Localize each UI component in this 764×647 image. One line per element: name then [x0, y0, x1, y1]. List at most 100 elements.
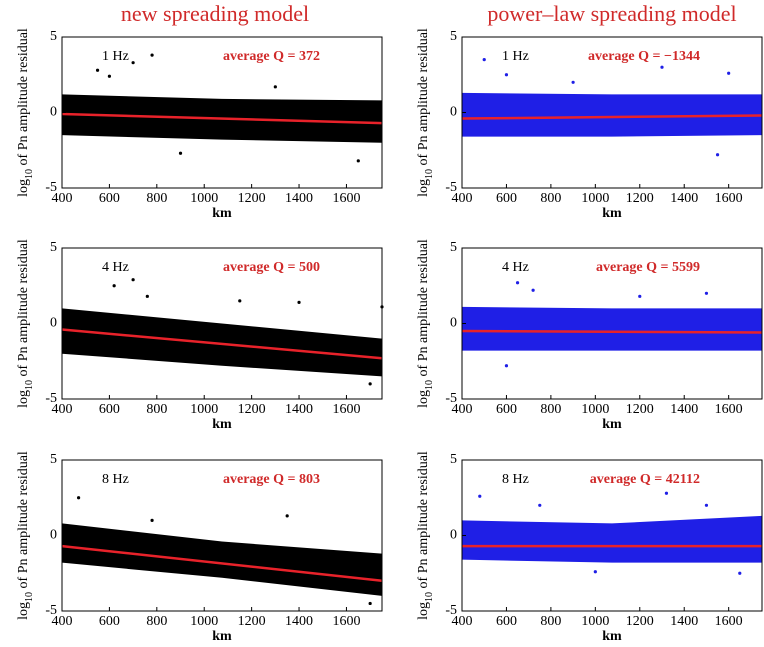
x-tick-label: 800: [540, 191, 561, 206]
y-tick-label: 5: [50, 29, 57, 44]
x-tick-label: 1000: [581, 402, 609, 417]
point: [368, 601, 372, 606]
y-tick-label: -5: [45, 180, 57, 195]
y-label-rest: of Pn amplitude residual: [16, 239, 31, 380]
x-tick-label: 600: [496, 402, 517, 417]
y-axis-label: log10 of Pn amplitude residual: [416, 239, 435, 408]
y-axis-label: log10 of Pn amplitude residual: [416, 28, 435, 197]
y-label-sub: 10: [424, 169, 435, 179]
point: [131, 278, 135, 282]
x-tick-label: 800: [146, 402, 167, 417]
x-tick-label: 400: [52, 402, 73, 417]
point-cloud: [462, 515, 762, 563]
point: [738, 571, 742, 575]
y-tick-label: 0: [50, 528, 57, 543]
y-tick-label: 5: [50, 452, 57, 467]
point-cloud: [62, 523, 382, 596]
y-label-base: log: [16, 602, 31, 620]
point: [273, 85, 277, 89]
point-cloud: [62, 308, 382, 377]
x-tick-label: 1600: [332, 614, 360, 629]
fit-line: [61, 328, 383, 360]
x-tick-label: 600: [496, 614, 517, 629]
x-tick-label: 400: [452, 191, 473, 206]
x-axis-label: km: [602, 417, 622, 432]
x-tick-label: 1000: [190, 614, 218, 629]
point: [504, 364, 509, 368]
x-tick-label: 1200: [626, 614, 654, 629]
y-tick-label: 5: [50, 240, 57, 255]
frequency-label: 8 Hz: [502, 472, 529, 487]
point: [571, 80, 575, 84]
x-tick-label: 1600: [332, 402, 360, 417]
point: [638, 294, 642, 298]
point: [297, 300, 301, 304]
y-label-sub: 10: [24, 592, 35, 602]
annotation: average Q = 5599: [596, 260, 700, 275]
fit-line: [461, 329, 763, 334]
fit-line: [461, 114, 763, 120]
y-tick-label: 0: [450, 528, 457, 543]
x-tick-label: 800: [146, 614, 167, 629]
y-label-base: log: [416, 602, 431, 620]
point: [285, 514, 289, 518]
point: [482, 58, 486, 62]
point: [664, 491, 669, 495]
x-tick-label: 400: [452, 402, 473, 417]
x-tick-label: 1400: [670, 614, 698, 629]
point: [660, 65, 664, 69]
point: [238, 299, 242, 303]
x-tick-label: 600: [99, 402, 120, 417]
x-tick-label: 400: [52, 614, 73, 629]
point: [76, 496, 81, 500]
point: [150, 53, 154, 57]
y-label-rest: of Pn amplitude residual: [16, 28, 31, 169]
x-tick-label: 1200: [626, 402, 654, 417]
point: [531, 288, 535, 292]
annotation: average Q = −1344: [588, 49, 700, 64]
point: [95, 68, 100, 72]
x-tick-label: 1600: [715, 402, 743, 417]
panel: 400 600 800 1000 1200 1400 1600 -5 0 5 km log10 of …: [416, 451, 763, 644]
frequency-label: 1 Hz: [102, 49, 129, 64]
y-axis-label: log10 of Pn amplitude residual: [16, 239, 35, 408]
x-tick-label: 1600: [332, 191, 360, 206]
x-tick-label: 400: [452, 614, 473, 629]
y-tick-label: 0: [50, 316, 57, 331]
column-title: new spreading model: [121, 1, 309, 26]
point: [112, 284, 116, 288]
y-tick-label: -5: [445, 391, 457, 406]
point: [368, 382, 372, 386]
y-label-sub: 10: [24, 380, 35, 390]
x-tick-label: 1200: [626, 191, 654, 206]
x-tick-label: 1400: [670, 191, 698, 206]
x-axis-label: km: [212, 206, 232, 221]
y-tick-label: 5: [450, 452, 457, 467]
frequency-label: 4 Hz: [102, 260, 129, 275]
fit-line: [61, 112, 383, 125]
y-label-sub: 10: [424, 592, 435, 602]
frequency-label: 1 Hz: [502, 49, 529, 64]
y-label-rest: of Pn amplitude residual: [416, 239, 431, 380]
y-label-rest: of Pn amplitude residual: [416, 28, 431, 169]
y-tick-label: 5: [450, 29, 457, 44]
y-label-rest: of Pn amplitude residual: [16, 451, 31, 592]
panel: 400 600 800 1000 1200 1400 1600 -5 0 5 km log10 of …: [16, 451, 383, 644]
x-tick-label: 1000: [581, 191, 609, 206]
point: [145, 294, 149, 298]
annotation: average Q = 803: [223, 472, 320, 487]
y-label-sub: 10: [424, 380, 435, 390]
y-tick-label: 0: [450, 316, 457, 331]
x-tick-label: 1000: [190, 402, 218, 417]
point: [178, 151, 183, 155]
fit-line: [61, 544, 383, 583]
x-tick-label: 1000: [190, 191, 218, 206]
x-tick-label: 600: [99, 614, 120, 629]
y-label-base: log: [16, 390, 31, 408]
point: [538, 503, 542, 507]
point: [515, 281, 520, 285]
x-tick-label: 1200: [238, 402, 266, 417]
x-axis-label: km: [602, 206, 622, 221]
y-tick-label: 0: [50, 105, 57, 120]
y-tick-label: 0: [450, 105, 457, 120]
